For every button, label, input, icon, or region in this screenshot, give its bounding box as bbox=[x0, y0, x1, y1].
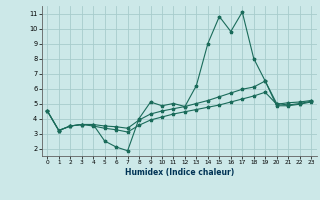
X-axis label: Humidex (Indice chaleur): Humidex (Indice chaleur) bbox=[124, 168, 234, 177]
